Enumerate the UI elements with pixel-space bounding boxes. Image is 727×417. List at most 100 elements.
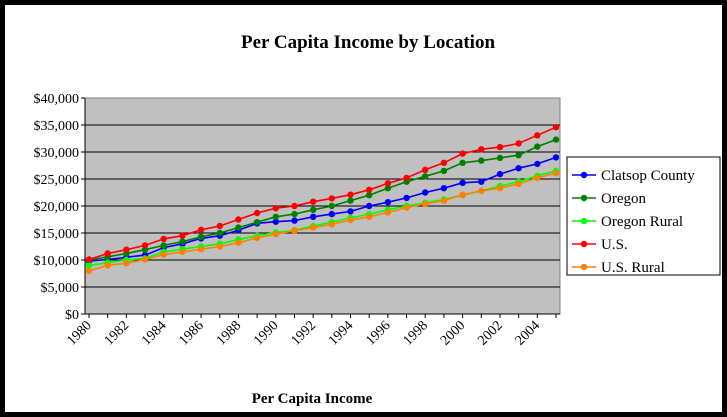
x-tick-label: 1998 — [401, 318, 431, 348]
data-point — [534, 132, 541, 139]
data-point — [310, 206, 317, 213]
data-point — [291, 217, 298, 224]
legend: Clatsop County Oregon Oregon Rural U.S. U.S.… — [566, 156, 721, 276]
data-point — [478, 187, 485, 195]
data-point — [272, 205, 279, 212]
data-point — [422, 173, 429, 180]
data-point — [291, 202, 298, 210]
data-point — [384, 180, 392, 187]
data-point — [478, 157, 485, 164]
x-tick-label: 1990 — [251, 318, 281, 348]
data-point — [422, 200, 429, 207]
data-point — [440, 167, 448, 175]
data-point — [366, 202, 373, 210]
legend-label: Oregon Rural — [601, 214, 683, 230]
data-point — [478, 146, 485, 153]
y-tick-label: $35,000 — [34, 119, 80, 134]
data-point — [123, 246, 130, 253]
data-point — [496, 143, 504, 151]
legend-marker — [580, 240, 588, 248]
y-tick-label: $40,000 — [34, 92, 80, 107]
legend-marker — [580, 263, 588, 271]
line-chart: Per Capita Income by Location $0 $5,000 $1… — [34, 32, 721, 407]
data-point — [459, 159, 466, 166]
series-lines — [85, 124, 560, 274]
data-point — [272, 213, 279, 220]
data-point — [272, 218, 279, 225]
y-tick-label: $20,000 — [34, 200, 80, 215]
data-point — [235, 216, 242, 223]
data-point — [459, 179, 466, 186]
x-tick-label: 1996 — [363, 318, 393, 348]
y-tick-label: $5,000 — [41, 281, 80, 296]
y-tick-label: $15,000 — [34, 227, 80, 242]
data-point — [459, 150, 466, 157]
data-point — [496, 154, 504, 162]
data-point — [179, 232, 186, 239]
data-point — [515, 180, 522, 188]
data-point — [141, 256, 149, 263]
x-tick-label: 1992 — [289, 318, 319, 348]
y-tick-label: $10,000 — [34, 254, 80, 269]
data-point — [216, 229, 223, 237]
data-point — [347, 191, 354, 198]
data-point — [366, 186, 373, 193]
y-tick-label: $0 — [65, 308, 79, 323]
data-point — [179, 248, 186, 256]
chart-title: Per Capita Income by Location — [241, 32, 495, 53]
data-point — [534, 143, 541, 150]
legend-item-oregon: Oregon — [572, 191, 646, 207]
data-point — [366, 192, 373, 199]
y-tick-label: $25,000 — [34, 173, 80, 188]
data-point — [328, 202, 335, 210]
data-point — [422, 189, 429, 196]
data-point — [478, 178, 485, 185]
data-point — [496, 185, 504, 192]
x-tick-label: 2002 — [475, 318, 505, 348]
data-point — [123, 260, 130, 267]
data-point — [253, 234, 261, 242]
data-point — [440, 197, 448, 204]
data-point — [347, 208, 354, 215]
data-point — [347, 216, 354, 224]
data-point — [197, 226, 205, 233]
legend-marker — [580, 217, 588, 225]
data-point — [85, 262, 93, 269]
data-point — [160, 242, 167, 249]
data-point — [440, 159, 448, 166]
data-point — [291, 227, 298, 234]
data-point — [552, 136, 560, 143]
data-point — [384, 185, 392, 192]
data-point — [403, 174, 410, 182]
data-point — [515, 140, 522, 147]
data-point — [534, 174, 541, 182]
data-point — [515, 165, 522, 172]
data-point — [552, 154, 560, 161]
chart-frame: Per Capita Income by Location $0 $5,000 $1… — [5, 5, 722, 412]
x-tick-label: 1988 — [214, 318, 244, 348]
data-point — [422, 166, 429, 173]
data-point — [197, 233, 205, 240]
data-point — [440, 185, 448, 192]
data-point — [347, 197, 354, 204]
x-tick-label: 1984 — [139, 318, 169, 348]
data-point — [216, 222, 223, 230]
series-oregon — [85, 136, 560, 264]
data-point — [253, 219, 261, 226]
data-point — [459, 191, 466, 198]
data-point — [384, 199, 392, 206]
y-tick-label: $30,000 — [34, 146, 80, 161]
data-point — [310, 213, 317, 220]
legend-marker — [580, 194, 588, 202]
data-point — [160, 235, 167, 243]
legend-item-oregon-rural: Oregon Rural — [572, 214, 683, 230]
data-point — [272, 230, 279, 238]
data-point — [310, 224, 317, 231]
data-point — [403, 204, 410, 211]
data-point — [496, 170, 504, 178]
y-axis-ticks: $0 $5,000 $10,000 $15,000 $20,000 $25,000 $30,… — [34, 92, 86, 323]
data-point — [310, 198, 317, 205]
legend-box — [566, 156, 721, 276]
series-u-s — [85, 124, 560, 263]
data-point — [235, 239, 242, 246]
